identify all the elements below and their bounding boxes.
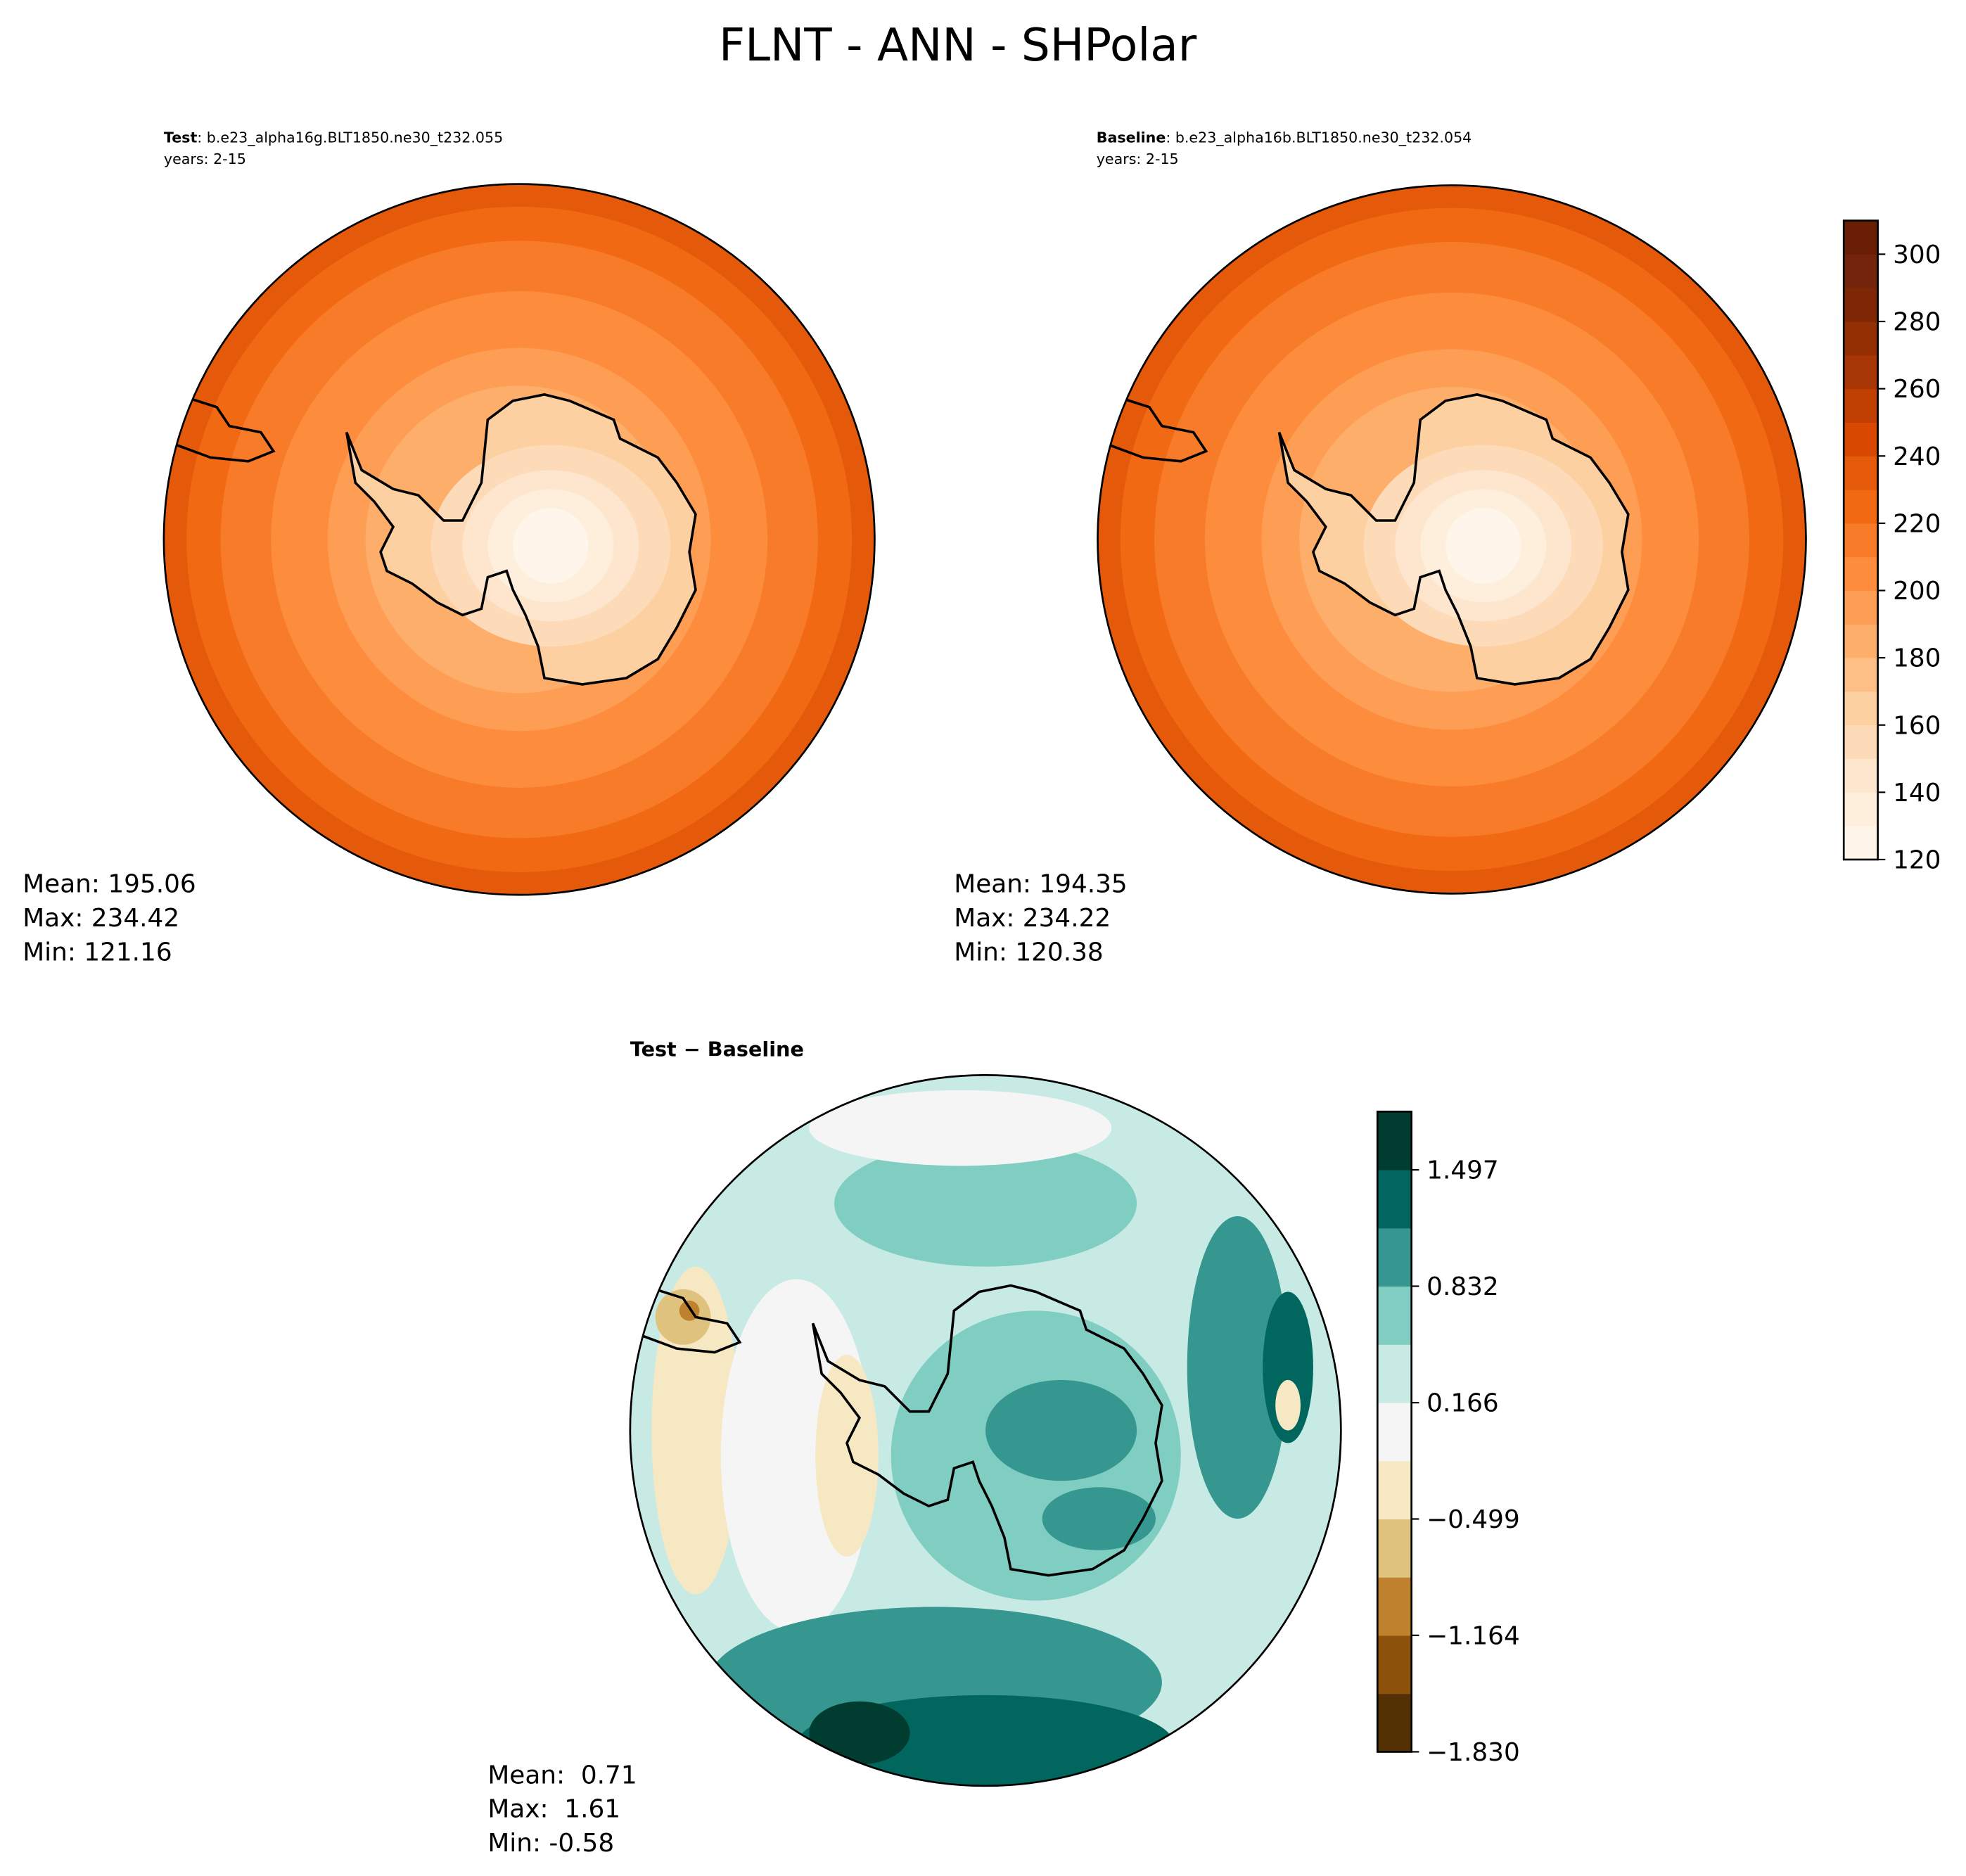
colorbar-segment [1377, 1344, 1412, 1403]
colorbar-tick-label: 220 [1893, 509, 1941, 538]
colorbar-segment [1844, 624, 1878, 658]
colorbar-segment [1844, 826, 1878, 860]
panel-label: Test − Baseline [630, 1037, 804, 1061]
contour-band [809, 1701, 910, 1765]
map-boundary [1097, 184, 1807, 895]
colorbar-tick-label: 180 [1893, 644, 1941, 673]
colorbar-segment [1377, 1286, 1412, 1345]
colorbar-segment [1377, 1170, 1412, 1229]
colorbar-frame [1842, 219, 1879, 861]
colorbar-tick-label: −1.164 [1426, 1621, 1520, 1650]
contour-band [1187, 1216, 1289, 1519]
panel-case: : b.e23_alpha16g.BLT1850.ne30_t232.055 [197, 129, 503, 147]
polar-map [163, 184, 875, 895]
colorbar-segment [1844, 422, 1878, 457]
colorbar-segment [1844, 523, 1878, 558]
polar-map [1097, 185, 1806, 894]
colorbar-tick-label: −1.830 [1426, 1738, 1520, 1767]
stat-text: Min: 120.38 [954, 938, 1103, 966]
colorbar-segment [1377, 1227, 1412, 1287]
colorbar-segment [1377, 1460, 1412, 1520]
colorbar-segment [1844, 758, 1878, 793]
map-boundary [162, 183, 876, 896]
colorbar-segment [1844, 792, 1878, 827]
colorbar-segment [1377, 1519, 1412, 1578]
colorbar-segment [1844, 220, 1878, 255]
map-boundary [629, 1074, 1342, 1787]
colorbar-segment [1844, 355, 1878, 390]
panel-case: : b.e23_alpha16b.BLT1850.ne30_t232.054 [1166, 129, 1472, 147]
colorbar-segment [1844, 725, 1878, 760]
figure-title: FLNT - ANN - SHPolar [719, 19, 1197, 72]
colorbar-tick-label: 240 [1893, 442, 1941, 471]
colorbar-segment [1844, 288, 1878, 322]
colorbar-tick-label: 1.497 [1426, 1156, 1499, 1185]
colorbar-segment [1377, 1693, 1412, 1753]
contour-band [985, 1379, 1137, 1481]
colorbar-tick-label: 140 [1893, 779, 1941, 808]
colorbar-segment [1844, 590, 1878, 625]
contour-band [1042, 1487, 1156, 1550]
panel-header: Test − Baseline [630, 1037, 804, 1061]
contour-band [1445, 508, 1521, 584]
colorbar-tick-label: 300 [1893, 241, 1941, 269]
panel-label: Test [164, 129, 198, 146]
colorbar-segment [1844, 254, 1878, 288]
colorbar-tick-label: −0.499 [1426, 1505, 1520, 1534]
colorbar-segment [1844, 321, 1878, 356]
colorbar-tick-label: 120 [1893, 846, 1941, 875]
colorbar-segment [1377, 1577, 1412, 1636]
colorbar-segment [1844, 556, 1878, 592]
stat-text: Min: 121.16 [23, 938, 172, 966]
colorbar-frame [1376, 1110, 1413, 1753]
stat-text: Mean: 194.35 [954, 870, 1127, 899]
colorbar-tick-label: 200 [1893, 577, 1941, 606]
stat-text: Max: 234.42 [23, 904, 179, 933]
colorbar-tick-label: 0.832 [1426, 1272, 1499, 1301]
colorbar-segment [1844, 691, 1878, 726]
colorbar-tick-label: 0.166 [1426, 1389, 1499, 1418]
stat-text: Max: 1.61 [487, 1795, 620, 1824]
stat-text: Min: -0.58 [487, 1829, 614, 1858]
panel-label: Baseline [1097, 129, 1166, 146]
contour-band [834, 1140, 1137, 1267]
colorbar-segment [1844, 456, 1878, 490]
panel-years: years: 2-15 [1097, 151, 1179, 167]
colorbar-segment [1844, 490, 1878, 524]
contour-band [809, 1090, 1112, 1166]
stat-text: Mean: 195.06 [23, 870, 196, 899]
panel-header: Baseline: b.e23_alpha16b.BLT1850.ne30_t2… [1097, 129, 1472, 147]
contour-band [513, 508, 589, 584]
colorbar-segment [1844, 388, 1878, 423]
stat-text: Max: 234.22 [954, 904, 1111, 933]
stat-text: Mean: 0.71 [487, 1761, 637, 1789]
colorbar-segment [1377, 1111, 1412, 1170]
colorbar-segment [1377, 1403, 1412, 1462]
panel-years: years: 2-15 [164, 151, 246, 167]
polar-map [630, 1075, 1341, 1786]
colorbar-tick-label: 280 [1893, 308, 1941, 337]
contour-band [1275, 1379, 1301, 1431]
panel-header: Test: b.e23_alpha16g.BLT1850.ne30_t232.0… [164, 129, 503, 147]
contour-band [815, 1355, 879, 1557]
colorbar-segment [1844, 658, 1878, 692]
colorbar-tick-label: 260 [1893, 375, 1941, 404]
colorbar-tick-label: 160 [1893, 711, 1941, 740]
colorbar-segment [1377, 1635, 1412, 1695]
